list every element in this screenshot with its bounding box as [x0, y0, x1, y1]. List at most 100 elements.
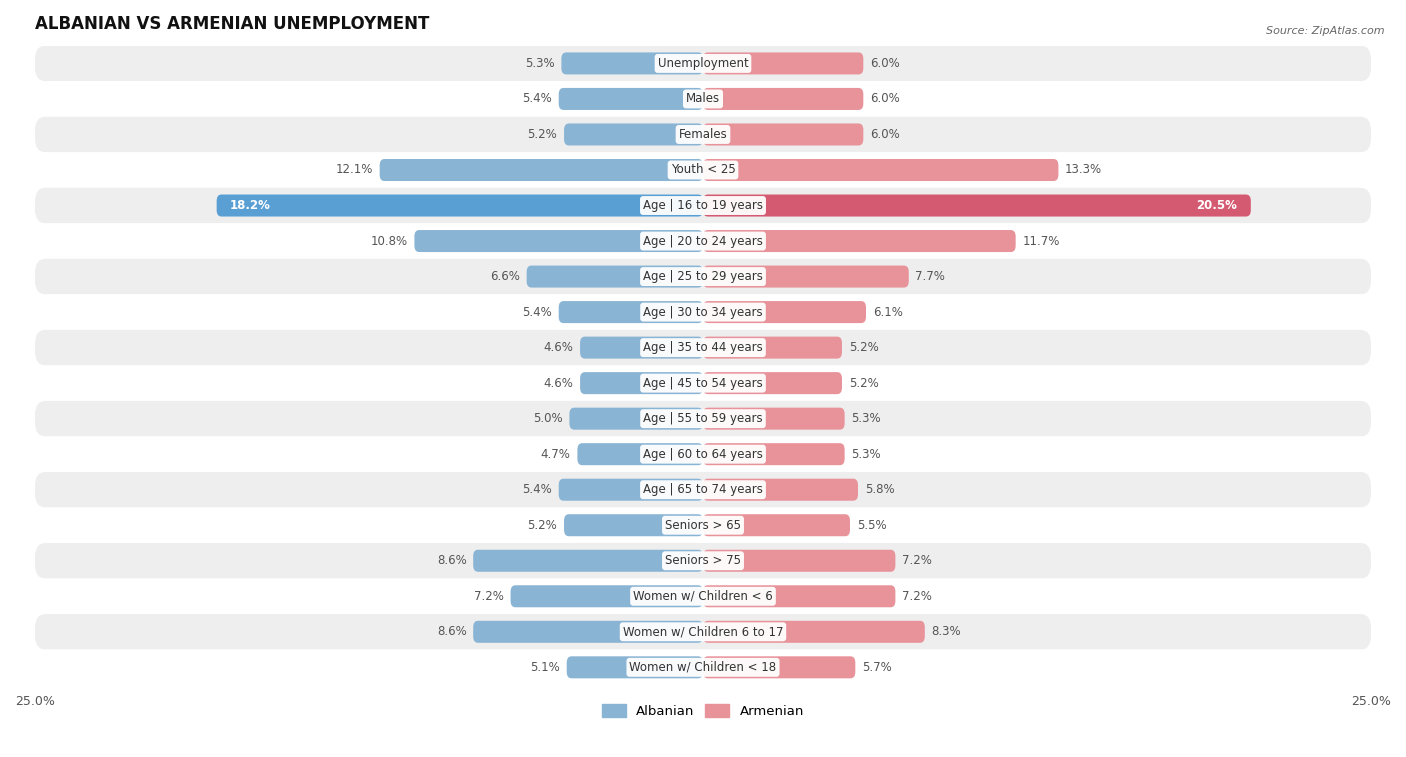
FancyBboxPatch shape: [703, 478, 858, 500]
FancyBboxPatch shape: [703, 52, 863, 74]
Text: 6.1%: 6.1%: [873, 306, 903, 319]
FancyBboxPatch shape: [558, 301, 703, 323]
Text: 5.3%: 5.3%: [851, 412, 882, 425]
Text: 5.3%: 5.3%: [851, 447, 882, 461]
Text: 8.3%: 8.3%: [932, 625, 962, 638]
Text: Source: ZipAtlas.com: Source: ZipAtlas.com: [1267, 26, 1385, 36]
Text: Age | 30 to 34 years: Age | 30 to 34 years: [643, 306, 763, 319]
FancyBboxPatch shape: [35, 366, 1371, 401]
Text: 6.0%: 6.0%: [870, 92, 900, 105]
FancyBboxPatch shape: [569, 408, 703, 430]
Text: 7.2%: 7.2%: [903, 554, 932, 567]
Text: Age | 60 to 64 years: Age | 60 to 64 years: [643, 447, 763, 461]
Text: 4.6%: 4.6%: [544, 377, 574, 390]
Text: 20.5%: 20.5%: [1197, 199, 1237, 212]
FancyBboxPatch shape: [558, 478, 703, 500]
FancyBboxPatch shape: [35, 117, 1371, 152]
FancyBboxPatch shape: [703, 656, 855, 678]
Text: Age | 65 to 74 years: Age | 65 to 74 years: [643, 483, 763, 496]
Text: 5.7%: 5.7%: [862, 661, 891, 674]
FancyBboxPatch shape: [564, 514, 703, 536]
Text: 11.7%: 11.7%: [1022, 235, 1060, 248]
FancyBboxPatch shape: [415, 230, 703, 252]
Text: 5.2%: 5.2%: [527, 519, 557, 531]
Text: 7.2%: 7.2%: [474, 590, 503, 603]
Text: 5.0%: 5.0%: [533, 412, 562, 425]
FancyBboxPatch shape: [703, 195, 1251, 217]
Text: Females: Females: [679, 128, 727, 141]
FancyBboxPatch shape: [35, 578, 1371, 614]
Text: 5.2%: 5.2%: [527, 128, 557, 141]
FancyBboxPatch shape: [703, 266, 908, 288]
FancyBboxPatch shape: [217, 195, 703, 217]
FancyBboxPatch shape: [703, 230, 1015, 252]
Text: Women w/ Children < 18: Women w/ Children < 18: [630, 661, 776, 674]
FancyBboxPatch shape: [35, 401, 1371, 437]
FancyBboxPatch shape: [561, 52, 703, 74]
FancyBboxPatch shape: [35, 45, 1371, 81]
Text: 5.4%: 5.4%: [522, 483, 553, 496]
FancyBboxPatch shape: [35, 472, 1371, 507]
Text: 13.3%: 13.3%: [1066, 164, 1102, 176]
FancyBboxPatch shape: [35, 188, 1371, 223]
Text: ALBANIAN VS ARMENIAN UNEMPLOYMENT: ALBANIAN VS ARMENIAN UNEMPLOYMENT: [35, 15, 429, 33]
Text: 6.0%: 6.0%: [870, 128, 900, 141]
FancyBboxPatch shape: [510, 585, 703, 607]
Text: Age | 25 to 29 years: Age | 25 to 29 years: [643, 270, 763, 283]
FancyBboxPatch shape: [35, 543, 1371, 578]
Text: 5.2%: 5.2%: [849, 341, 879, 354]
FancyBboxPatch shape: [703, 621, 925, 643]
Text: 10.8%: 10.8%: [371, 235, 408, 248]
FancyBboxPatch shape: [35, 152, 1371, 188]
FancyBboxPatch shape: [581, 372, 703, 394]
Legend: Albanian, Armenian: Albanian, Armenian: [596, 699, 810, 723]
Text: 4.7%: 4.7%: [541, 447, 571, 461]
FancyBboxPatch shape: [703, 159, 1059, 181]
Text: Age | 16 to 19 years: Age | 16 to 19 years: [643, 199, 763, 212]
FancyBboxPatch shape: [703, 372, 842, 394]
FancyBboxPatch shape: [35, 650, 1371, 685]
FancyBboxPatch shape: [527, 266, 703, 288]
FancyBboxPatch shape: [380, 159, 703, 181]
Text: 5.4%: 5.4%: [522, 306, 553, 319]
FancyBboxPatch shape: [703, 514, 851, 536]
Text: 5.4%: 5.4%: [522, 92, 553, 105]
FancyBboxPatch shape: [703, 88, 863, 110]
Text: Women w/ Children 6 to 17: Women w/ Children 6 to 17: [623, 625, 783, 638]
Text: 5.1%: 5.1%: [530, 661, 560, 674]
FancyBboxPatch shape: [35, 330, 1371, 366]
Text: 18.2%: 18.2%: [231, 199, 271, 212]
FancyBboxPatch shape: [703, 301, 866, 323]
FancyBboxPatch shape: [35, 614, 1371, 650]
FancyBboxPatch shape: [35, 507, 1371, 543]
Text: 6.6%: 6.6%: [491, 270, 520, 283]
FancyBboxPatch shape: [703, 123, 863, 145]
Text: 7.7%: 7.7%: [915, 270, 945, 283]
Text: Unemployment: Unemployment: [658, 57, 748, 70]
Text: Males: Males: [686, 92, 720, 105]
Text: 4.6%: 4.6%: [544, 341, 574, 354]
FancyBboxPatch shape: [578, 443, 703, 466]
FancyBboxPatch shape: [703, 443, 845, 466]
FancyBboxPatch shape: [474, 550, 703, 572]
FancyBboxPatch shape: [703, 337, 842, 359]
Text: 12.1%: 12.1%: [336, 164, 373, 176]
Text: Age | 45 to 54 years: Age | 45 to 54 years: [643, 377, 763, 390]
FancyBboxPatch shape: [703, 550, 896, 572]
Text: 7.2%: 7.2%: [903, 590, 932, 603]
Text: Age | 55 to 59 years: Age | 55 to 59 years: [643, 412, 763, 425]
FancyBboxPatch shape: [567, 656, 703, 678]
Text: Seniors > 75: Seniors > 75: [665, 554, 741, 567]
Text: Women w/ Children < 6: Women w/ Children < 6: [633, 590, 773, 603]
FancyBboxPatch shape: [35, 294, 1371, 330]
FancyBboxPatch shape: [35, 259, 1371, 294]
Text: 5.2%: 5.2%: [849, 377, 879, 390]
FancyBboxPatch shape: [35, 81, 1371, 117]
FancyBboxPatch shape: [581, 337, 703, 359]
FancyBboxPatch shape: [35, 223, 1371, 259]
Text: 5.5%: 5.5%: [856, 519, 886, 531]
Text: 8.6%: 8.6%: [437, 625, 467, 638]
Text: 5.3%: 5.3%: [524, 57, 555, 70]
Text: Seniors > 65: Seniors > 65: [665, 519, 741, 531]
FancyBboxPatch shape: [558, 88, 703, 110]
